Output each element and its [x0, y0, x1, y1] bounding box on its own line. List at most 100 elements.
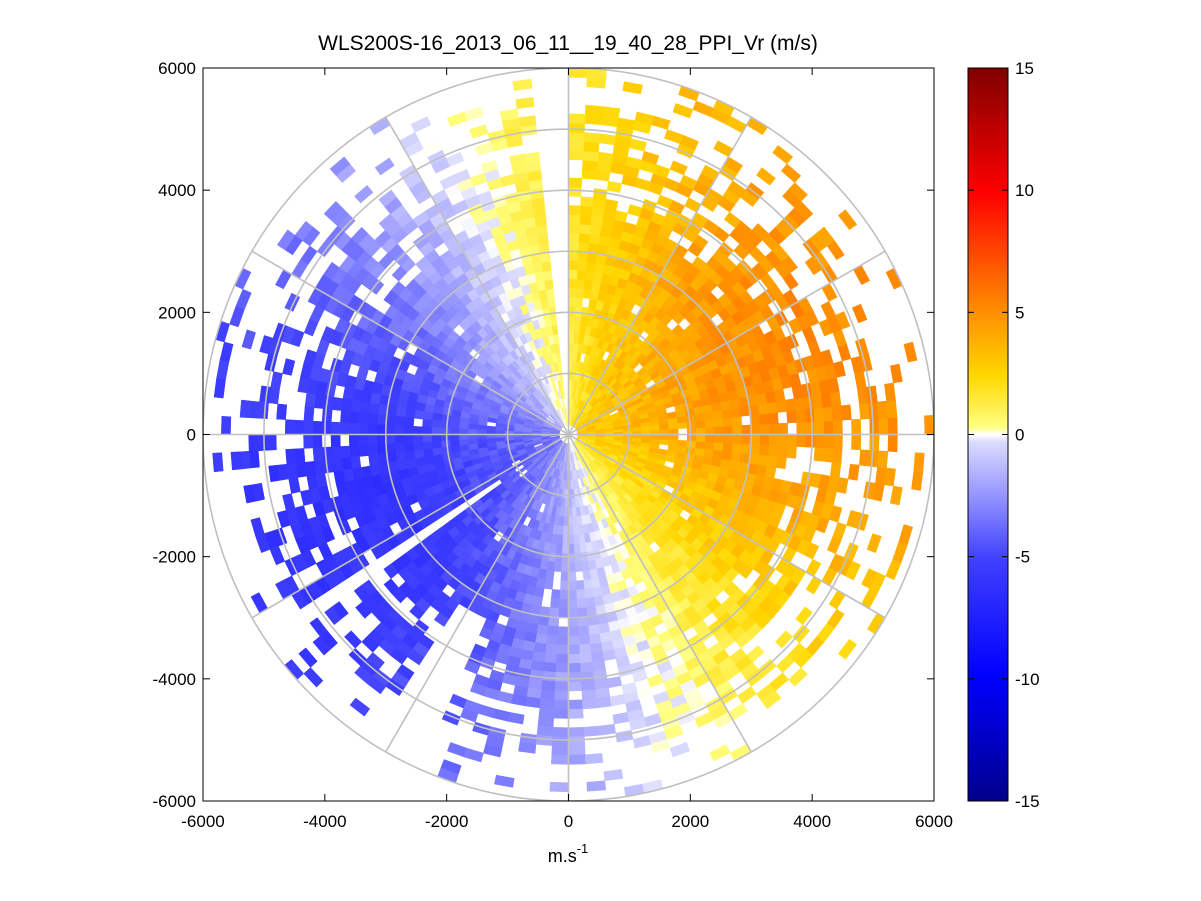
velocity-cell — [778, 434, 789, 447]
velocity-cell — [499, 108, 519, 122]
velocity-cell — [431, 427, 442, 435]
colorbar-tick-label: -5 — [1015, 548, 1030, 567]
velocity-cell — [568, 672, 582, 683]
x-axis: -6000 -4000 -2000 0 2000 4000 6000 — [181, 68, 953, 831]
velocity-cell — [536, 233, 549, 245]
velocity-cell — [550, 598, 561, 609]
velocity-cell — [579, 214, 592, 226]
velocity-cell — [759, 434, 770, 446]
velocity-cell — [554, 552, 563, 563]
velocity-cell — [750, 434, 761, 445]
velocity-cell — [331, 458, 344, 473]
velocity-cell — [576, 260, 587, 271]
velocity-cell — [583, 132, 601, 144]
velocity-cell — [828, 505, 843, 523]
velocity-cell — [376, 424, 387, 435]
velocity-cell — [221, 416, 232, 435]
velocity-cell — [721, 450, 733, 461]
velocity-cell — [568, 150, 584, 161]
velocity-cell — [431, 419, 442, 429]
velocity-cell — [537, 716, 554, 728]
velocity-cell — [331, 396, 344, 411]
velocity-cell — [342, 386, 355, 401]
velocity-cell — [589, 224, 602, 236]
velocity-cell — [545, 643, 558, 655]
velocity-cell — [266, 434, 277, 451]
velocity-cell — [713, 417, 724, 428]
velocity-cell — [324, 606, 342, 626]
velocity-cell — [349, 697, 371, 717]
velocity-cell — [340, 445, 351, 459]
velocity-cell — [439, 174, 458, 190]
velocity-cell — [759, 423, 770, 435]
velocity-cell — [533, 215, 547, 227]
velocity-cell — [568, 214, 581, 225]
velocity-cell — [534, 586, 545, 598]
velocity-cell — [844, 560, 862, 581]
velocity-cell — [568, 223, 580, 234]
velocity-cell — [535, 633, 548, 645]
velocity-cell — [581, 689, 597, 701]
velocity-cell — [804, 408, 816, 423]
velocity-cell — [672, 103, 694, 119]
velocity-cell — [768, 423, 779, 435]
velocity-cell — [440, 434, 451, 442]
velocity-cell — [312, 420, 323, 435]
velocity-cell — [321, 446, 333, 461]
velocity-cell — [568, 580, 577, 591]
velocity-cell — [583, 141, 600, 153]
velocity-cell — [714, 426, 725, 435]
velocity-cell — [829, 391, 842, 407]
velocity-cell — [584, 753, 604, 765]
velocity-cell — [866, 533, 882, 554]
velocity-cell — [694, 447, 706, 457]
velocity-cell — [404, 450, 416, 461]
velocity-cell — [820, 349, 834, 367]
velocity-cell — [557, 635, 569, 646]
y-axis: -6000 -4000 -2000 0 2000 4000 6000 — [153, 59, 934, 811]
velocity-cell — [913, 452, 925, 473]
velocity-cell — [535, 224, 548, 236]
velocity-cell — [538, 707, 555, 719]
velocity-cell — [695, 419, 706, 429]
velocity-cell — [851, 418, 862, 435]
velocity-cell — [730, 451, 742, 462]
velocity-cell — [367, 444, 378, 456]
velocity-cell — [568, 534, 575, 545]
velocity-cell — [304, 392, 317, 408]
velocity-cell — [568, 278, 577, 289]
velocity-cell — [795, 606, 813, 626]
velocity-cell — [551, 589, 561, 600]
velocity-cell — [568, 708, 584, 719]
velocity-cell — [433, 612, 450, 627]
velocity-cell — [367, 413, 378, 425]
velocity-cell — [722, 417, 733, 427]
velocity-cell — [241, 329, 256, 350]
velocity-cell — [449, 421, 460, 429]
velocity-cell — [777, 445, 788, 458]
velocity-cell — [668, 434, 679, 441]
velocity-cell — [822, 406, 834, 422]
velocity-cell — [523, 151, 541, 164]
velocity-cell — [579, 315, 588, 327]
velocity-cell — [559, 507, 565, 518]
velocity-cell — [458, 428, 469, 435]
velocity-cell — [768, 412, 779, 425]
velocity-cell — [568, 662, 582, 673]
velocity-cell — [568, 745, 586, 756]
velocity-cell — [560, 571, 569, 582]
velocity-cell — [403, 434, 414, 444]
colorbar-tick-label: 15 — [1015, 59, 1034, 78]
velocity-cell — [312, 434, 323, 449]
velocity-cell — [590, 642, 604, 654]
x-tick-label: 2000 — [671, 812, 709, 831]
velocity-cell — [814, 434, 825, 449]
velocity-cell — [877, 400, 889, 419]
velocity-cell — [592, 197, 606, 209]
velocity-cell — [394, 416, 406, 427]
velocity-cell — [741, 424, 752, 435]
velocity-cell — [446, 111, 468, 127]
velocity-cell — [576, 589, 586, 600]
velocity-cell — [775, 456, 787, 470]
